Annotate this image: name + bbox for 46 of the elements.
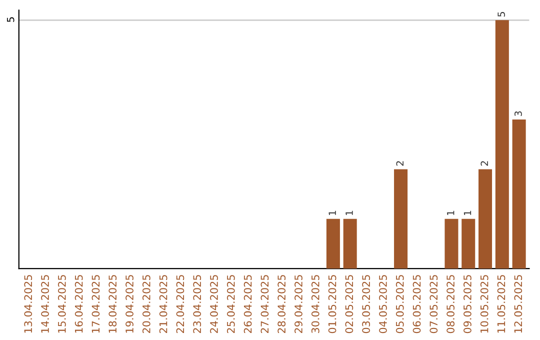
x-tick-label: 26.04.2025: [244, 275, 252, 334]
data-label: 2: [480, 161, 488, 166]
x-tick-label: 10.05.2025: [480, 275, 488, 333]
x-tick-label: 06.05.2025: [412, 275, 421, 334]
x-tick-label: 29.04.2025: [294, 275, 302, 334]
data-label: 1: [464, 210, 472, 216]
bar: [326, 218, 340, 269]
x-tick-label: 22.04.2025: [176, 275, 184, 334]
x-tick-label: 27.04.2025: [260, 275, 269, 334]
x-tick-label: 24.04.2025: [210, 275, 218, 334]
data-label: 2: [396, 161, 404, 166]
x-tick-label: 28.04.2025: [278, 275, 286, 334]
bar: [462, 218, 476, 269]
x-tick-label: 13.04.2025: [24, 275, 32, 333]
x-tick-label: 15.04.2025: [58, 275, 66, 333]
bar: [444, 218, 458, 269]
data-label: 1: [328, 210, 336, 216]
x-tick-label: 08.05.2025: [446, 275, 454, 334]
bar: [478, 169, 492, 269]
x-tick-label: 11.05.2025: [497, 275, 506, 333]
x-tick-label: 01.05.2025: [328, 275, 336, 334]
bar: [394, 169, 408, 269]
x-tick-label: 03.05.2025: [362, 275, 370, 334]
data-label: 3: [514, 111, 522, 116]
x-tick-label: 07.05.2025: [430, 275, 438, 334]
bar: [343, 218, 357, 269]
x-tick-label: 30.04.2025: [311, 275, 320, 334]
x-tick-label: 18.04.2025: [108, 275, 117, 333]
x-tick-label: 16.04.2025: [74, 275, 83, 333]
x-tick-label: 14.04.2025: [41, 275, 49, 333]
data-label: 1: [346, 210, 353, 216]
bar: [512, 120, 526, 269]
x-tick-label: 17.04.2025: [92, 275, 100, 333]
x-tick-label: 25.04.2025: [226, 275, 235, 334]
bar: [495, 20, 509, 269]
x-tick-label: 02.05.2025: [345, 275, 354, 334]
data-label: 5: [498, 12, 505, 17]
x-tick-label: 05.05.2025: [396, 275, 404, 334]
x-tick-label: 23.04.2025: [193, 275, 202, 334]
x-tick-label: 19.04.2025: [126, 275, 134, 333]
data-label: 1: [447, 210, 454, 216]
x-tick-label: 21.04.2025: [159, 275, 168, 334]
x-tick-label: 20.04.2025: [142, 275, 150, 334]
x-tick-label: 04.05.2025: [379, 275, 387, 334]
x-tick-label: 09.05.2025: [464, 275, 472, 334]
x-tick-label: 12.05.2025: [514, 275, 522, 333]
